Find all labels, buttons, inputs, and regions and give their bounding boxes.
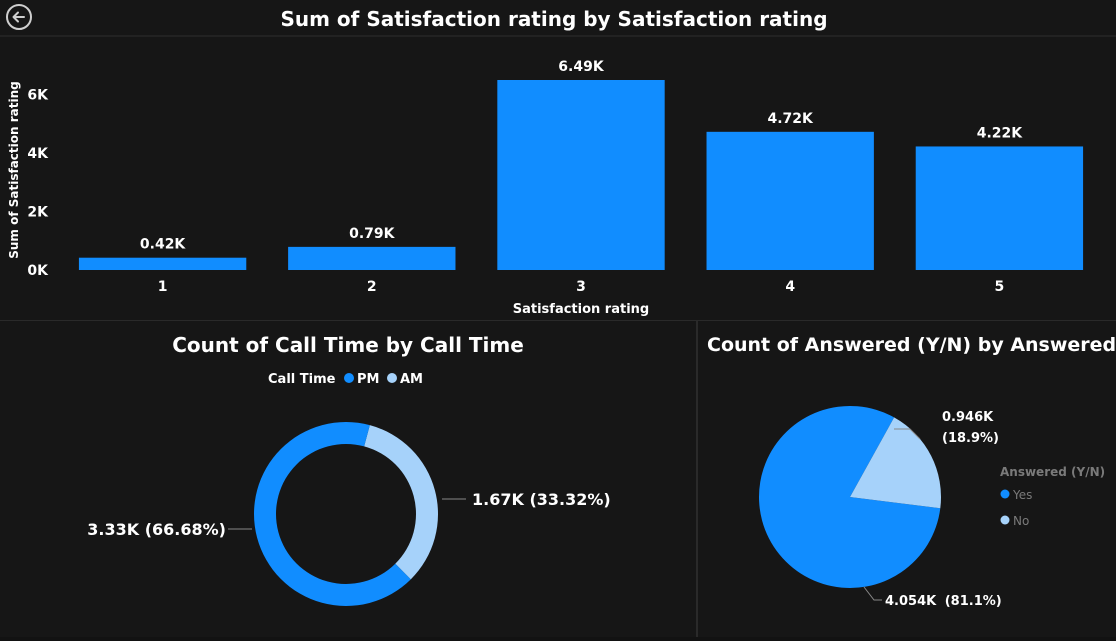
pie-label-no-percent: (18.9%): [942, 431, 999, 446]
bar-rating-2[interactable]: [288, 246, 456, 270]
bar-data-label: 6.49K: [558, 59, 605, 75]
legend-marker-pm: [344, 373, 354, 383]
bar-chart-xlabel: Satisfaction rating: [513, 302, 649, 317]
legend-label-yes: Yes: [1012, 488, 1032, 502]
x-tick-label: 5: [995, 279, 1005, 295]
bar-data-label: 4.22K: [977, 125, 1024, 141]
donut-chart-panel: Count of Call Time by Call Time Call Tim…: [0, 321, 698, 637]
pie-label-yes-percent: (81.1%): [945, 594, 1002, 609]
bar-data-label: 4.72K: [768, 111, 815, 127]
bar-rating-5[interactable]: [915, 146, 1084, 270]
pie-label-yes: 4.054K (81.1%): [885, 594, 1002, 609]
x-tick-label: 3: [576, 279, 586, 295]
pie-legend-title: Answered (Y/N): [1000, 465, 1105, 479]
pie-legend: Answered (Y/N) Yes No: [1000, 465, 1105, 528]
bar-chart-title: Sum of Satisfaction rating by Satisfacti…: [280, 7, 827, 31]
pie-label-yes-value: 4.054K: [885, 594, 937, 609]
legend-marker-yes: [1000, 489, 1010, 499]
pie-label-no-value: 0.946K: [942, 410, 994, 425]
bar-chart-panel: Sum of Satisfaction rating by Satisfacti…: [0, 4, 1116, 321]
donut-label-am: 1.67K (33.32%): [472, 490, 611, 509]
bar-rating-1[interactable]: [78, 257, 247, 270]
donut-slices: [254, 422, 438, 606]
donut-slice-am[interactable]: [364, 425, 438, 580]
bar-rating-4[interactable]: [706, 131, 874, 270]
donut-slice-pm[interactable]: [254, 422, 411, 606]
pie-slices: [759, 406, 941, 588]
donut-legend-title: Call Time: [268, 372, 336, 387]
leader-line-no: [894, 428, 921, 440]
donut-chart: Count of Call Time by Call Time Call Tim…: [87, 333, 611, 606]
pie-chart-title: Count of Answered (Y/N) by Answered (Y/N…: [707, 334, 1116, 356]
legend-label-pm: PM: [357, 372, 379, 387]
y-axis-ticks: 0K 2K 4K 6K: [27, 87, 49, 279]
y-tick-label: 2K: [27, 204, 49, 220]
bar-data-label: 0.42K: [140, 237, 187, 253]
bar-data-labels: 0.42K 0.79K 6.49K 4.72K 4.22K: [140, 59, 1023, 253]
donut-label-pm: 3.33K (66.68%): [87, 520, 226, 539]
bar-rating-3[interactable]: [497, 80, 665, 270]
legend-label-am: AM: [400, 372, 423, 387]
y-tick-label: 4K: [27, 146, 49, 162]
bars: [78, 80, 1084, 270]
legend-marker-am: [387, 373, 397, 383]
arrow-left-circle-icon: [12, 11, 25, 23]
pie-slice-yes[interactable]: [759, 406, 941, 588]
pie-chart: Count of Answered (Y/N) by Answered (Y/N…: [707, 334, 1116, 609]
bar-data-label: 0.79K: [349, 226, 396, 242]
donut-chart-title: Count of Call Time by Call Time: [172, 333, 524, 357]
back-button[interactable]: [6, 4, 32, 30]
bar-chart: Sum of Satisfaction rating by Satisfacti…: [0, 7, 1116, 317]
pie-chart-panel: Count of Answered (Y/N) by Answered (Y/N…: [698, 321, 1116, 637]
legend-marker-no: [1000, 515, 1010, 525]
y-tick-label: 0K: [27, 263, 49, 279]
bar-chart-ylabel: Sum of Satisfaction rating: [7, 81, 21, 259]
y-tick-label: 6K: [27, 87, 49, 103]
x-axis-ticks: 1 2 3 4 5: [158, 279, 1005, 295]
donut-legend: Call Time PM AM: [268, 372, 423, 387]
legend-label-no: No: [1013, 514, 1029, 528]
x-tick-label: 2: [367, 279, 377, 295]
x-tick-label: 1: [158, 279, 168, 295]
x-tick-label: 4: [785, 279, 795, 295]
pie-slice-no[interactable]: [850, 417, 941, 509]
leader-line-yes: [863, 586, 882, 601]
